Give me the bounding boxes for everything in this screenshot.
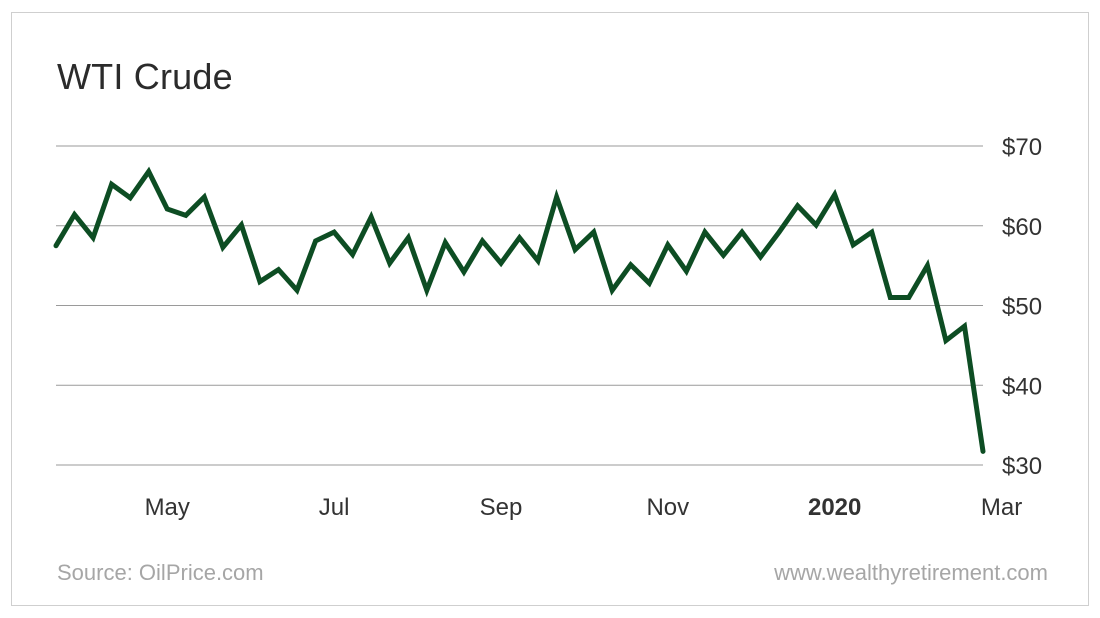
series-group [53,166,986,454]
data-point [869,230,874,235]
data-point [647,281,652,286]
x-tick-label: Jul [319,494,350,521]
source-note: Source: OilPrice.com [57,560,264,585]
chart-card [11,12,1089,606]
data-point [295,288,300,293]
data-point [369,214,374,219]
data-point [72,212,77,217]
data-point [443,240,448,245]
data-point [350,252,355,257]
data-point [943,338,948,343]
data-point [925,263,930,268]
data-point [109,182,114,187]
x-axis-labels: May Jul Sep Nov 2020 Mar [145,494,1023,521]
data-point [406,235,411,240]
y-tick-label: $30 [1002,453,1042,480]
data-point [628,262,633,267]
data-point [461,270,466,275]
data-point [888,295,893,300]
data-point [480,238,485,243]
y-tick-label: $50 [1002,294,1042,321]
data-point [220,245,225,250]
x-tick-label: 2020 [808,494,861,521]
x-tick-label: Nov [646,494,689,521]
data-point [981,449,985,454]
data-point [424,288,429,293]
data-point [536,258,541,263]
data-point [276,267,281,272]
website-link[interactable]: www.wealthyretirement.com [774,560,1048,585]
chart-title: WTI Crude [57,56,233,97]
wti-price-line [53,166,986,454]
grid-lines [56,145,983,466]
data-point [795,203,800,208]
data-point [146,169,151,174]
data-point [257,279,262,284]
y-tick-label: $60 [1002,214,1042,241]
data-point [91,235,96,240]
y-axis-labels: $30 $40 $50 $60 $70 [1002,134,1042,480]
data-point [832,192,837,197]
data-point [721,253,726,258]
data-point [554,195,559,200]
data-point [851,242,856,247]
data-point [962,324,967,329]
data-point [517,235,522,240]
x-tick-label: Mar [981,494,1022,521]
data-point [814,222,819,227]
data-point [165,207,170,212]
x-tick-label: Sep [480,494,523,521]
data-point [591,230,596,235]
data-point [332,230,337,235]
data-point [906,295,911,300]
data-point [702,230,707,235]
data-point [739,230,744,235]
data-point [610,288,615,293]
data-point [777,230,782,235]
data-point [202,195,207,200]
data-point [313,238,318,243]
data-point [183,213,188,218]
data-point [54,243,58,248]
y-tick-label: $40 [1002,373,1042,400]
x-tick-label: May [145,494,190,521]
data-point [758,254,763,259]
y-tick-label: $70 [1002,134,1042,161]
data-point [498,261,503,266]
data-point [239,222,244,227]
data-point [128,195,133,200]
data-point [665,242,670,247]
data-point [387,261,392,266]
data-point [684,269,689,274]
data-point [573,247,578,252]
